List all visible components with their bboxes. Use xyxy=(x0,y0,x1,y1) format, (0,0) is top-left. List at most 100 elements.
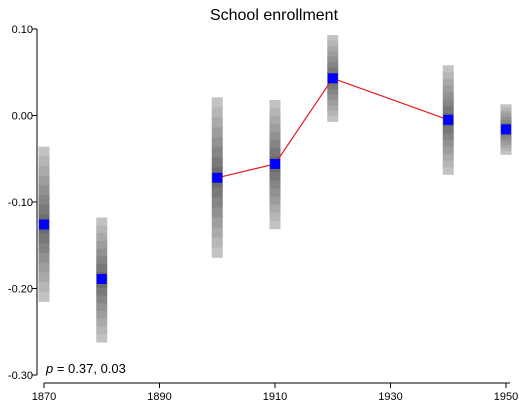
band-segment xyxy=(38,214,50,225)
x-axis: 1870 1890 1910 1930 1950 xyxy=(32,382,518,403)
band-segment xyxy=(38,291,50,302)
data-point xyxy=(39,219,49,230)
band-segment xyxy=(269,204,281,214)
band-segment xyxy=(211,147,223,158)
band-segment xyxy=(211,157,223,168)
band-segment xyxy=(211,247,223,258)
band-segment xyxy=(327,62,339,68)
band-segment xyxy=(96,295,108,304)
band-segment xyxy=(96,256,108,265)
band-segment xyxy=(442,133,454,141)
band-segment xyxy=(38,175,50,186)
band-segment xyxy=(327,116,339,122)
data-point xyxy=(501,124,511,135)
y-tick-label: -0.10 xyxy=(8,197,33,209)
data-point xyxy=(327,73,338,84)
band-segment xyxy=(500,138,512,143)
band-segment xyxy=(38,195,50,206)
band-segment xyxy=(96,287,108,296)
band-segment xyxy=(327,94,339,101)
band-segment xyxy=(500,135,512,140)
x-tick-label: 1950 xyxy=(494,391,518,403)
y-tick-label: -0.20 xyxy=(8,284,33,296)
band-segment xyxy=(442,126,454,134)
band-segment xyxy=(269,124,281,133)
band-segment xyxy=(500,107,512,111)
band-segment xyxy=(500,141,512,146)
band-segment xyxy=(96,217,108,226)
band-segment xyxy=(211,217,223,228)
band-segment xyxy=(327,51,339,58)
band-segment xyxy=(500,148,512,152)
data-point xyxy=(212,172,223,183)
band-segment xyxy=(442,153,454,162)
x-tick-label: 1870 xyxy=(32,391,56,403)
band-segment xyxy=(38,253,50,264)
band-segment xyxy=(269,172,281,181)
band-segment xyxy=(327,83,339,90)
series-line xyxy=(217,77,449,179)
band-segment xyxy=(38,272,50,283)
y-axis: 0.10 0.00 -0.10 -0.20 -0.30 xyxy=(8,24,38,382)
band-segment xyxy=(38,156,50,167)
band-segment xyxy=(269,196,281,206)
band-segment xyxy=(500,116,512,121)
band-segment xyxy=(96,334,108,343)
band-segment xyxy=(500,113,512,118)
band-segment xyxy=(211,187,223,198)
band-segment xyxy=(442,78,454,87)
band-segment xyxy=(38,282,50,293)
band-segment xyxy=(211,167,223,178)
band-segment xyxy=(211,197,223,208)
band-segment xyxy=(442,85,454,93)
band-segment xyxy=(96,326,108,335)
band-segment xyxy=(211,137,223,148)
band-segment xyxy=(96,248,108,257)
band-segment xyxy=(442,72,454,80)
band-segment xyxy=(269,180,281,189)
band-segment xyxy=(269,99,281,109)
y-tick-label: 0.00 xyxy=(12,111,33,123)
band-segment xyxy=(269,188,281,197)
band-segment xyxy=(96,264,108,273)
band-segment xyxy=(211,227,223,238)
y-tick-label: 0.10 xyxy=(12,24,33,36)
band-segment xyxy=(442,167,454,175)
band-segment xyxy=(327,99,339,106)
band-segment xyxy=(211,237,223,248)
p-symbol: p xyxy=(45,361,53,376)
x-tick-label: 1910 xyxy=(263,391,287,403)
band-segment xyxy=(269,212,281,222)
p-value-annotation: p = 0.37, 0.03 xyxy=(45,361,126,376)
band-segment xyxy=(96,310,108,320)
band-segment xyxy=(38,243,50,254)
band-segment xyxy=(442,65,454,73)
band-segment xyxy=(269,132,281,141)
band-segment xyxy=(327,35,339,41)
band-segment xyxy=(38,185,50,196)
band-segment xyxy=(327,105,339,112)
y-tick-label: -0.30 xyxy=(8,370,33,382)
data-points xyxy=(39,73,511,284)
band-segment xyxy=(442,140,454,148)
data-point xyxy=(96,273,107,284)
x-tick-label: 1890 xyxy=(147,391,171,403)
data-point xyxy=(270,158,280,169)
chart-title: School enrollment xyxy=(210,7,339,24)
band-segment xyxy=(442,99,454,107)
band-segment xyxy=(96,233,108,242)
data-point xyxy=(443,114,454,125)
band-segment xyxy=(500,151,512,155)
band-segment xyxy=(442,147,454,155)
band-segment xyxy=(211,107,223,118)
series-line-group xyxy=(217,77,449,179)
band-segment xyxy=(327,110,339,117)
band-segment xyxy=(500,119,512,124)
band-segment xyxy=(211,207,223,218)
band-segment xyxy=(269,220,281,230)
band-segment xyxy=(327,89,339,95)
band-segment xyxy=(211,97,223,108)
band-segment xyxy=(96,303,108,312)
band-segment xyxy=(442,160,454,168)
